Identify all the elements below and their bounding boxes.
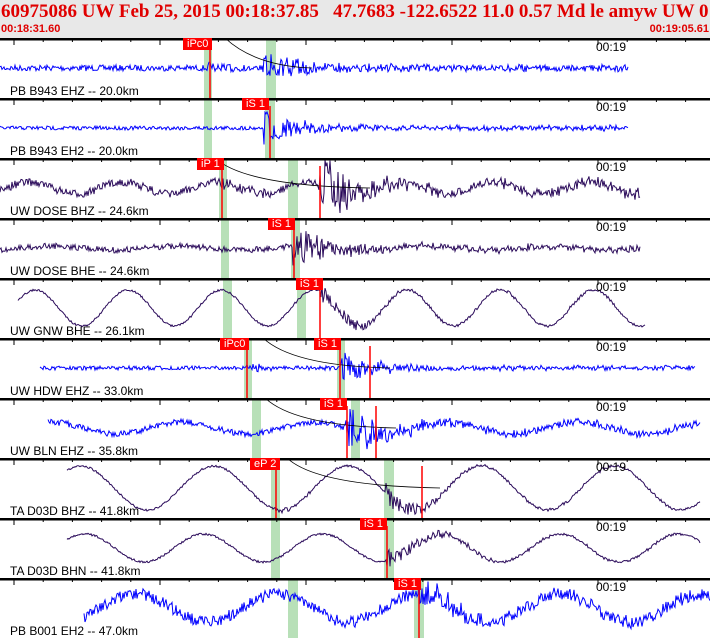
pick-window	[221, 218, 229, 278]
station-label: TA D03D BHZ -- 41.8km	[10, 504, 140, 518]
waveform-trace	[17, 285, 646, 331]
trace-panel[interactable]: 00:19 iS 1 PB B001 EH2 -- 47.0km	[0, 578, 710, 638]
trace-panel[interactable]: 00:19 iS 1 UW GNW BHE -- 26.1km	[0, 278, 710, 338]
waveform-trace	[0, 110, 629, 145]
trace-panel[interactable]: 00:19 iS 1 UW DOSE BHE -- 24.6km	[0, 218, 710, 278]
station-label: UW DOSE BHE -- 24.6km	[10, 264, 150, 278]
minute-label: 00:19	[596, 220, 627, 234]
phase-pick-label[interactable]: iS 1	[360, 518, 387, 530]
waveform-trace	[83, 580, 710, 631]
trace-panel[interactable]: 00:19 eP 2 TA D03D BHZ -- 41.8km	[0, 458, 710, 518]
pick-window	[266, 38, 276, 98]
phase-pick-label[interactable]: iS 1	[320, 398, 347, 410]
pick-window	[384, 458, 394, 518]
minute-label: 00:19	[596, 280, 627, 294]
station-label: TA D03D BHN -- 41.8km	[10, 564, 141, 578]
minute-label: 00:19	[596, 520, 627, 534]
trace-panel[interactable]: 00:19 iP 1 UW DOSE BHZ -- 24.6km	[0, 158, 710, 218]
phase-pick-label[interactable]: iS 1	[314, 338, 341, 350]
seismogram[interactable]	[0, 278, 710, 338]
trace-panel[interactable]: 00:19 iS 1 TA D03D BHN -- 41.8km	[0, 518, 710, 578]
phase-pick-label[interactable]: eP 2	[250, 458, 281, 470]
pick-window	[223, 278, 232, 338]
trace-panel[interactable]: 00:19 iPc0 PB B943 EHZ -- 20.0km	[0, 38, 710, 98]
seismogram[interactable]	[0, 158, 710, 218]
window-start-time: 00:18:31.60	[1, 23, 61, 35]
waveform-trace	[39, 352, 696, 381]
pick-window	[337, 338, 345, 398]
minute-label: 00:19	[596, 400, 627, 414]
pick-window	[288, 158, 298, 218]
minute-label: 00:19	[596, 160, 627, 174]
station-label: PB B943 EH2 -- 20.0km	[10, 144, 139, 158]
waveform-trace	[47, 408, 701, 450]
minute-label: 00:19	[596, 340, 627, 354]
pick-window	[271, 518, 280, 578]
phase-pick-label[interactable]: iS 1	[296, 278, 323, 290]
pick-window	[204, 38, 212, 98]
minute-label: 00:19	[596, 100, 627, 114]
pick-window	[219, 158, 227, 218]
window-end-time: 00:19:05.61	[649, 23, 709, 35]
pick-window	[351, 398, 360, 458]
seismogram[interactable]	[0, 458, 710, 518]
seismogram[interactable]	[0, 338, 710, 398]
pick-window	[384, 518, 394, 578]
pick-window	[291, 218, 300, 278]
phase-pick-label[interactable]: iPc0	[183, 38, 213, 50]
trace-panel[interactable]: 00:19 iPc0 iS 1 UW HDW EHZ -- 33.0km	[0, 338, 710, 398]
trace-panel[interactable]: 00:19 iS 1 PB B943 EH2 -- 20.0km	[0, 98, 710, 158]
station-label: UW HDW EHZ -- 33.0km	[10, 384, 144, 398]
minute-label: 00:19	[596, 40, 627, 54]
station-label: PB B001 EH2 -- 47.0km	[10, 624, 139, 638]
seismogram[interactable]	[0, 98, 710, 158]
station-label: UW BLN EHZ -- 35.8km	[10, 444, 139, 458]
pick-window	[297, 278, 306, 338]
seismogram[interactable]	[0, 218, 710, 278]
station-label: UW DOSE BHZ -- 24.6km	[10, 204, 149, 218]
minute-label: 00:19	[596, 580, 627, 594]
pick-window	[288, 578, 298, 638]
trace-panel[interactable]: 00:19 iS 1 UW BLN EHZ -- 35.8km	[0, 398, 710, 458]
event-title: 60975086 UW Feb 25, 2015 00:18:37.85 47.…	[1, 1, 710, 22]
waveform-trace	[66, 529, 701, 567]
phase-pick-label[interactable]: iPc0	[220, 338, 250, 350]
seismogram[interactable]	[0, 518, 710, 578]
travel-time-curve	[286, 458, 441, 489]
pick-window	[252, 398, 261, 458]
seismogram[interactable]	[0, 38, 710, 98]
waveform-trace	[0, 231, 641, 266]
phase-pick-label[interactable]: iS 1	[268, 218, 295, 230]
minute-label: 00:19	[596, 460, 627, 474]
travel-time-curve	[224, 38, 313, 69]
waveform-trace	[66, 463, 701, 516]
seismogram[interactable]	[0, 578, 710, 638]
seismogram[interactable]	[0, 398, 710, 458]
station-label: UW GNW BHE -- 26.1km	[10, 324, 145, 338]
station-label: PB B943 EHZ -- 20.0km	[10, 84, 139, 98]
waveform-trace	[0, 54, 629, 77]
travel-time-curve	[264, 398, 397, 429]
phase-pick-label[interactable]: iS 1	[394, 578, 421, 590]
event-header: 60975086 UW Feb 25, 2015 00:18:37.85 47.…	[0, 0, 710, 38]
phase-pick-label[interactable]: iP 1	[197, 158, 224, 170]
phase-pick-label[interactable]: iS 1	[242, 98, 269, 110]
